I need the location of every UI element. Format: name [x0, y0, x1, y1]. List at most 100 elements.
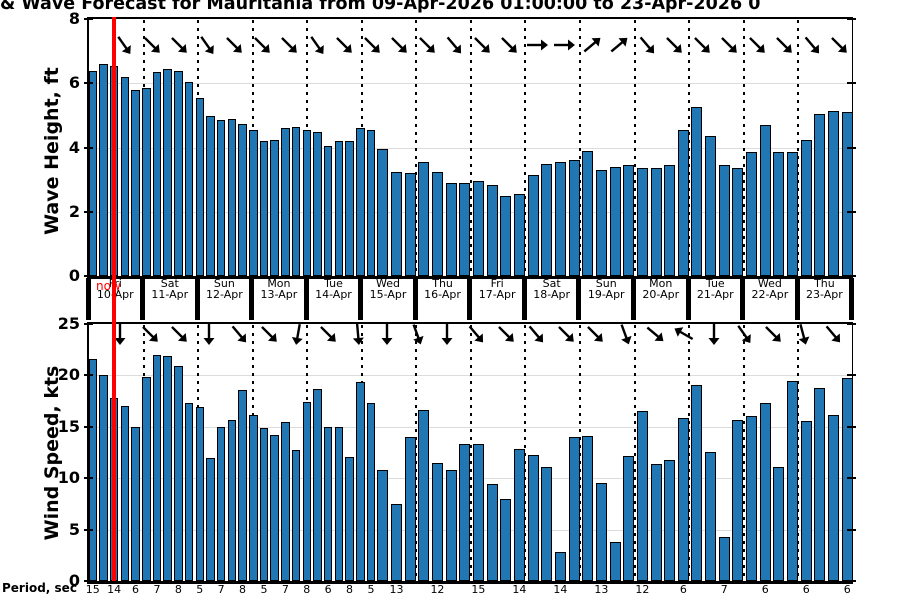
forecast-bar — [814, 113, 826, 276]
period-value: 8 — [174, 583, 182, 596]
forecast-bar — [705, 452, 717, 581]
period-value: 6 — [843, 583, 851, 596]
forecast-bar — [152, 355, 162, 581]
date-band-day: Tue — [324, 277, 343, 290]
day-boundary-dotted-line — [797, 325, 800, 581]
date-band-day: Fri — [490, 277, 504, 290]
forecast-bar — [270, 434, 279, 581]
direction-arrow-icon — [138, 322, 162, 346]
y-tick-mark — [846, 425, 856, 428]
gridline — [88, 375, 852, 376]
direction-arrow-icon — [470, 33, 494, 57]
direction-arrow-icon — [167, 322, 191, 346]
day-boundary-dotted-line — [742, 325, 745, 581]
axis-spine-right — [851, 17, 854, 278]
direction-arrow-icon — [375, 322, 399, 346]
forecast-bar — [650, 168, 662, 276]
forecast-bar — [334, 426, 344, 581]
date-band-separator — [194, 278, 200, 320]
axis-spine-top — [87, 17, 853, 19]
forecast-bar — [431, 171, 443, 276]
forecast-bar — [281, 422, 290, 581]
forecast-bar — [356, 128, 365, 276]
direction-arrow-icon — [435, 322, 459, 346]
forecast-bar — [568, 160, 580, 276]
forecast-bar — [390, 171, 402, 276]
date-band-date: 11-Apr — [151, 288, 189, 301]
date-band-day: Wed — [376, 277, 400, 290]
date-band-date: 18-Apr — [533, 288, 571, 301]
y-tick-mark — [846, 210, 856, 213]
date-band-date: 16-Apr — [424, 288, 461, 301]
date-band-separator — [521, 278, 527, 320]
axis-spine-left — [87, 322, 89, 583]
forecast-bar — [99, 64, 108, 276]
forecast-bar — [595, 483, 607, 581]
day-boundary-dotted-line — [633, 325, 636, 581]
forecast-bar — [691, 385, 703, 581]
direction-arrow-icon — [524, 322, 548, 346]
forecast-bar — [302, 129, 311, 276]
date-band-separator — [303, 278, 309, 320]
forecast-bar — [486, 184, 498, 276]
forecast-bar — [664, 460, 676, 581]
forecast-bar — [249, 415, 258, 581]
direction-arrow-icon — [613, 322, 637, 346]
forecast-bar — [705, 136, 717, 276]
day-boundary-dotted-line — [797, 20, 800, 276]
direction-arrow-icon — [672, 322, 696, 346]
period-value: 6 — [679, 583, 687, 596]
date-band-date: 23-Apr — [806, 288, 843, 301]
direction-arrow-icon — [112, 33, 136, 57]
date-band-day: Sun — [213, 277, 235, 290]
forecast-bar — [664, 165, 676, 276]
forecast-bar — [718, 165, 730, 276]
forecast-bar — [195, 406, 204, 581]
forecast-bar — [582, 150, 594, 276]
date-band-day: Wed — [757, 277, 782, 290]
y-tick-label: 15 — [57, 416, 80, 436]
y-tick-mark — [846, 528, 856, 531]
date-band-date: 14-Apr — [315, 288, 352, 301]
direction-arrow-icon — [800, 33, 824, 57]
forecast-bar — [313, 131, 322, 276]
date-band-day: Tue — [705, 277, 725, 290]
direction-arrow-icon — [140, 33, 164, 57]
forecast-bar — [787, 152, 799, 276]
forecast-bar — [323, 145, 333, 276]
period-value: 6 — [802, 583, 810, 596]
forecast-bar — [800, 139, 812, 276]
date-band-day: Sat — [542, 277, 561, 290]
forecast-bar — [445, 182, 457, 276]
forecast-bar — [595, 170, 607, 276]
direction-arrow-icon — [525, 33, 549, 57]
direction-arrow-icon — [108, 322, 132, 346]
forecast-bar — [259, 427, 269, 581]
period-value: 14 — [512, 583, 527, 596]
day-boundary-dotted-line — [415, 20, 418, 276]
period-value: 5 — [367, 583, 375, 596]
forecast-bar — [691, 107, 703, 276]
forecast-bar — [759, 402, 771, 581]
forecast-bar — [800, 421, 812, 581]
forecast-bar — [131, 426, 140, 581]
forecast-bar — [773, 466, 785, 581]
forecast-bar — [174, 70, 183, 276]
forecast-bar — [404, 173, 416, 276]
date-band-separator — [140, 278, 146, 320]
forecast-bar — [174, 365, 183, 581]
forecast-bar — [120, 405, 130, 581]
date-band-separator — [685, 278, 691, 320]
forecast-bar — [418, 410, 430, 581]
date-band-date: 21-Apr — [696, 288, 734, 301]
forecast-bar — [636, 411, 648, 581]
date-band-day: Thu — [432, 277, 453, 290]
direction-arrow-icon — [360, 33, 384, 57]
date-band-date: 17-Apr — [478, 288, 516, 301]
forecast-bar — [313, 389, 322, 581]
direction-arrow-icon — [552, 33, 576, 57]
date-band-date: 15-Apr — [369, 288, 407, 301]
forecast-bar — [459, 444, 471, 581]
period-value: 7 — [217, 583, 225, 596]
y-tick-label: 8 — [68, 9, 80, 29]
